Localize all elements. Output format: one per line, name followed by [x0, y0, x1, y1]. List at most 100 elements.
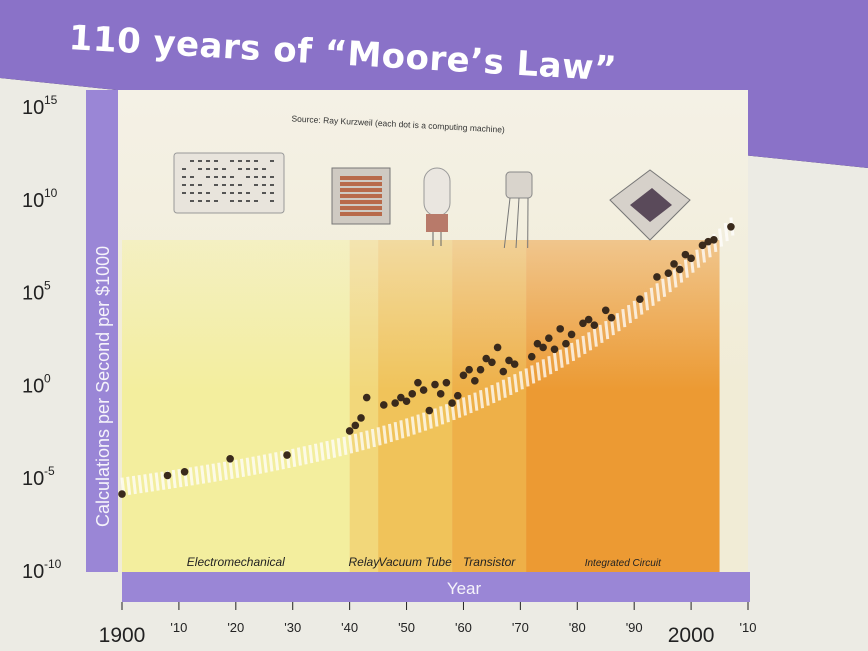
punch-hole [230, 160, 234, 162]
trend-band-stroke [194, 466, 200, 485]
trend-band-stroke [615, 313, 621, 332]
trend-band-stroke [177, 468, 183, 488]
transistor-lead [503, 197, 511, 249]
punch-hole [222, 192, 226, 194]
x-tick-label: '30 [284, 620, 301, 635]
punch-hole [270, 184, 274, 186]
trend-band-stroke [558, 349, 564, 368]
punch-hole [254, 200, 258, 202]
trend-band-stroke [581, 335, 587, 355]
trend-band-stroke [644, 292, 650, 311]
trend-band-stroke [370, 428, 376, 448]
trend-band-stroke [416, 414, 422, 433]
punch-hole [238, 192, 242, 194]
punch-hole [182, 192, 186, 194]
trend-band-stroke [171, 469, 177, 489]
data-point [118, 490, 126, 498]
data-point [636, 295, 644, 303]
trend-band-stroke [137, 474, 143, 494]
punch-hole [222, 176, 226, 178]
trend-band-stroke [666, 273, 672, 293]
punch-hole [230, 200, 234, 202]
trend-band-stroke [575, 339, 581, 358]
trend-band-stroke [518, 371, 524, 390]
data-point [436, 390, 445, 398]
punch-hole [270, 200, 274, 202]
data-point [607, 313, 616, 322]
y-tick-exponent: 10 [44, 186, 58, 200]
x-tick-label: '80 [569, 620, 586, 635]
vacuum-tube-image [423, 167, 451, 246]
trend-band-stroke [473, 392, 479, 411]
relay-coil [340, 176, 382, 180]
ic-chip [630, 188, 672, 222]
punch-hole [246, 168, 250, 170]
trend-band-stroke [621, 308, 627, 328]
data-point [357, 414, 365, 422]
trend-band-stroke [592, 328, 598, 347]
trend-band-stroke [274, 452, 280, 471]
data-point [687, 254, 695, 263]
data-point [556, 325, 564, 333]
data-point [562, 339, 570, 348]
trend-band-stroke [251, 456, 257, 475]
x-tick-label: '10 [740, 620, 757, 635]
x-tick-label: '50 [398, 620, 415, 635]
data-point [453, 391, 462, 400]
y-tick-label: 10 [22, 283, 44, 305]
data-point [465, 365, 473, 374]
trend-band-stroke [262, 454, 268, 473]
trend-band-stroke [547, 356, 553, 375]
trend-band-stroke [683, 259, 689, 278]
era-label: Relay [349, 555, 381, 569]
trend-band-stroke [553, 352, 558, 372]
trend-band-stroke [456, 399, 462, 418]
x-tick-label: '40 [341, 620, 358, 635]
y-tick-exponent: -5 [44, 464, 55, 478]
punch-hole [198, 184, 202, 186]
data-point [459, 371, 468, 380]
punch-hole [214, 168, 218, 170]
era-label: Transistor [463, 555, 516, 569]
data-point [482, 354, 491, 363]
trend-band-stroke [188, 467, 194, 486]
trend-band-stroke [228, 460, 234, 479]
data-point [590, 321, 599, 329]
trend-band-stroke [217, 462, 223, 481]
data-point [698, 241, 707, 250]
data-point [402, 397, 411, 406]
trend-band-stroke [604, 320, 610, 340]
data-point [681, 250, 690, 259]
punch-hole [222, 168, 226, 170]
trend-band-stroke [387, 423, 393, 443]
punch-hole [206, 192, 210, 194]
tube-base [426, 214, 448, 232]
data-point [550, 345, 559, 354]
y-axis-band [86, 90, 118, 572]
trend-band-stroke [655, 283, 661, 302]
trend-band-stroke [382, 425, 388, 444]
data-point [653, 273, 661, 281]
era-label: Vacuum Tube [378, 555, 452, 569]
punch-hole [246, 176, 250, 178]
punch-hole [270, 160, 274, 162]
trend-band-stroke [308, 444, 314, 464]
trend-band-stroke [342, 436, 348, 455]
punch-hole [238, 200, 242, 202]
trend-band-stroke [200, 465, 206, 484]
punch-hole [262, 192, 266, 194]
punch-hole [190, 176, 194, 178]
punch-hole [206, 160, 210, 162]
era-label: Electromechanical [187, 555, 285, 569]
trend-band-stroke [479, 389, 485, 409]
punch-hole [206, 200, 210, 202]
punch-hole [238, 184, 242, 186]
trend-band-stroke [513, 374, 519, 393]
data-point [493, 343, 502, 352]
data-point [419, 386, 428, 394]
data-point [533, 339, 542, 348]
punch-hole [214, 200, 218, 202]
x-tick-label: '10 [170, 620, 187, 635]
